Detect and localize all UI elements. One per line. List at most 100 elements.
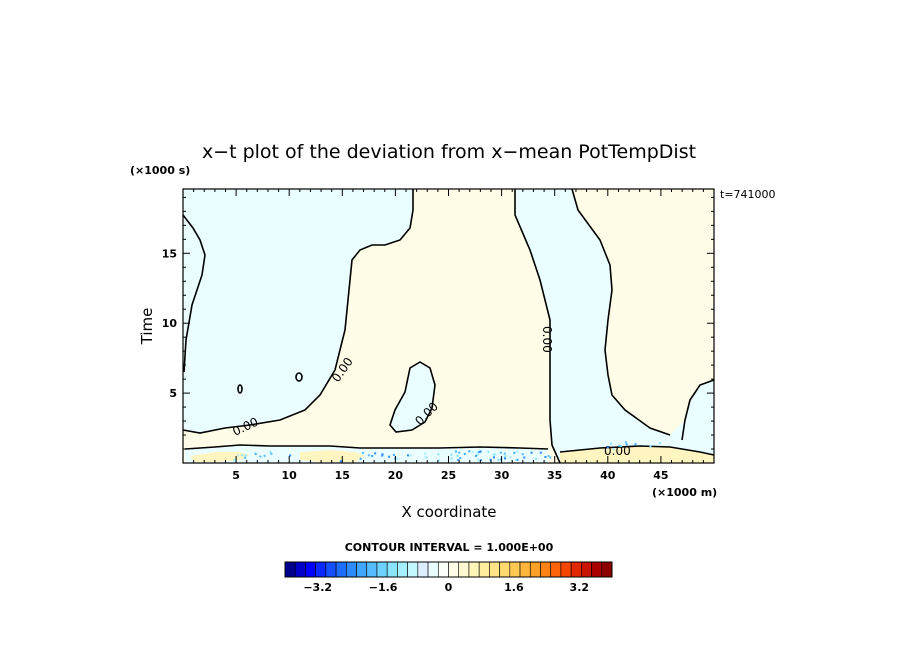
noise-dot [493, 453, 496, 456]
noise-dot [458, 451, 461, 454]
x-tick-label: 20 [388, 469, 404, 482]
noise-dot [509, 456, 512, 459]
noise-dot [476, 453, 479, 456]
noise-dot [549, 456, 552, 459]
noise-dot [649, 445, 652, 448]
x-tick-label: 45 [653, 469, 668, 482]
colorbar-swatch [550, 561, 562, 578]
noise-dot [438, 459, 441, 462]
colorbar-swatch [427, 561, 439, 578]
noise-dot [468, 450, 471, 453]
colorbar-swatch [468, 561, 480, 578]
colorbar-swatch [448, 561, 460, 578]
noise-dot [457, 458, 460, 461]
noise-dot [478, 451, 481, 454]
noise-dot [479, 450, 482, 453]
y-axis-label: Time [138, 308, 156, 346]
noise-dot [610, 442, 613, 445]
noise-dot [521, 453, 524, 456]
contour-label: 0.00 [540, 326, 554, 353]
x-tick-label: 15 [335, 469, 350, 482]
x-unit-label: (×1000 m) [652, 486, 717, 499]
noise-dot [454, 450, 457, 453]
colorbar-swatch [601, 561, 613, 578]
colorbar-swatch [335, 561, 347, 578]
noise-dot [237, 454, 240, 457]
colorbar-swatch [591, 561, 603, 578]
noise-dot [503, 452, 506, 455]
colorbar-tick-label: −3.2 [303, 581, 332, 594]
contour-interval-label: CONTOUR INTERVAL = 1.000E+00 [345, 541, 554, 554]
colorbar-swatch [305, 561, 316, 578]
x-axis-label: X coordinate [401, 503, 496, 521]
contour-label: 0.00 [604, 444, 631, 458]
noise-dot [396, 457, 399, 460]
noise-dot [499, 451, 502, 454]
noise-dot [504, 455, 507, 458]
colorbar-frame [284, 561, 613, 578]
x-tick-label: 40 [600, 469, 616, 482]
colorbar-swatch [499, 561, 511, 578]
contour-lines [182, 188, 715, 464]
contour-upper-left [182, 189, 414, 434]
contour-small-oval-2 [295, 372, 303, 382]
noise-dot [459, 457, 462, 460]
noise-dot [612, 448, 615, 451]
colorbar-swatch [397, 561, 408, 578]
colorbar-swatch [325, 561, 337, 578]
noise-dot [539, 451, 542, 454]
noise-dot [381, 453, 384, 456]
contour-bottom-strip [184, 444, 549, 450]
noise-dot [474, 454, 477, 457]
colorbar-tick-label: 1.6 [504, 581, 524, 594]
noise-dot [624, 441, 627, 444]
positive-patch-bottom-center [300, 450, 365, 462]
negative-region-left-lower [183, 189, 413, 433]
noise-dot [450, 453, 453, 456]
contour-right-upper [571, 188, 671, 436]
y-tick-label: 15 [162, 247, 177, 260]
noise-dot [494, 453, 497, 456]
colorbar-swatch [560, 561, 572, 578]
noise-dot [381, 454, 384, 457]
colorbar-swatch [284, 561, 296, 578]
noise-dot [523, 456, 526, 459]
noise-dot [450, 457, 453, 460]
noise-dot [374, 452, 377, 455]
x-axis: 5 10 15 20 25 30 35 40 45 [193, 189, 704, 482]
noise-dot [499, 458, 502, 461]
contour-center-loop [389, 361, 436, 433]
noise-dot [659, 442, 662, 445]
noise-dot [409, 454, 412, 457]
y-tick-label: 10 [162, 317, 178, 330]
noise-dot [270, 452, 273, 455]
colorbar-swatch [407, 561, 419, 578]
noise-dot [606, 446, 609, 449]
noise-dot [244, 456, 247, 459]
colorbar-swatch [509, 561, 521, 578]
colorbar-tick-label: 3.2 [570, 581, 590, 594]
contour-center-right [514, 189, 561, 464]
contour-small-oval-1 [237, 384, 243, 394]
x-tick-label: 5 [232, 469, 240, 482]
noise-dot [516, 458, 519, 461]
colorbar-swatch [570, 561, 582, 578]
noise-dot [359, 457, 362, 460]
negative-regions [183, 189, 714, 463]
noise-dot [244, 454, 247, 457]
noise-dot [388, 455, 391, 458]
noise-dot [254, 452, 257, 455]
noise-dot [424, 452, 427, 455]
noise-dot [487, 450, 490, 453]
noise-dot [513, 451, 516, 454]
colorbar-ticks: −3.2 −1.6 0 1.6 3.2 [303, 581, 589, 594]
noise-dot [407, 454, 410, 457]
noise-dot [289, 454, 292, 457]
x-tick-label: 25 [441, 469, 456, 482]
y-tick-label: 5 [169, 387, 177, 400]
noise-dot [497, 459, 500, 462]
noise-dot [625, 443, 628, 446]
noise-dot [362, 451, 365, 454]
colorbar-swatch [519, 561, 531, 578]
